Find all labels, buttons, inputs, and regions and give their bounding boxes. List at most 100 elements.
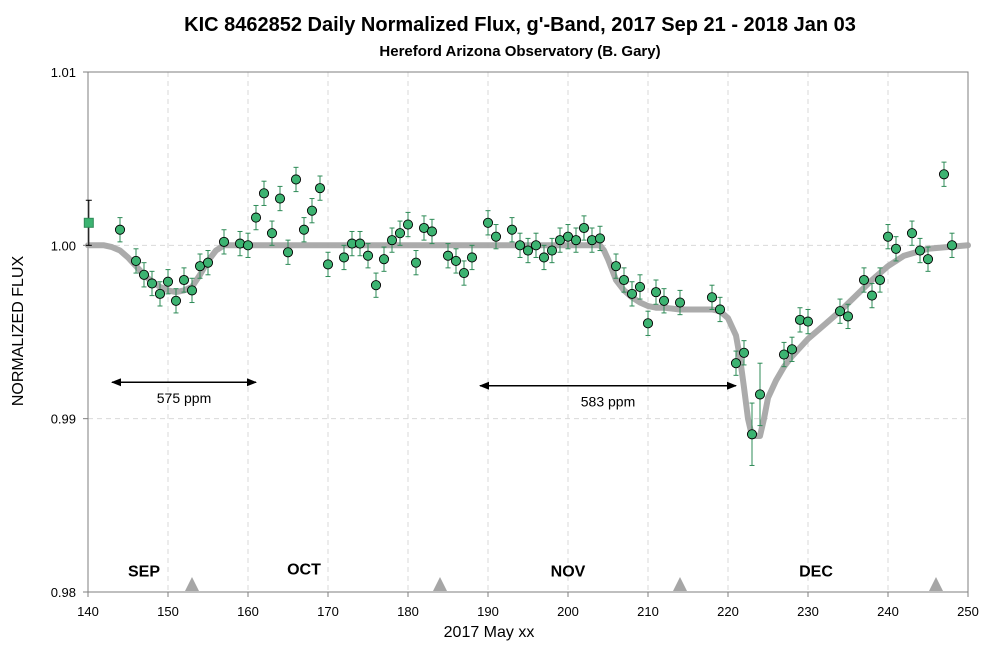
data-point	[370, 280, 382, 291]
data-point	[162, 276, 174, 287]
x-tick-label: 230	[797, 604, 819, 619]
x-tick-label: 160	[237, 604, 259, 619]
data-point	[578, 222, 590, 234]
data-point	[866, 290, 878, 301]
data-point	[458, 268, 470, 279]
data-point	[938, 169, 950, 180]
x-tick-label: 250	[957, 604, 979, 619]
data-point	[514, 240, 526, 251]
data-point	[314, 183, 326, 194]
plot-frame	[87, 71, 969, 593]
month-label: SEP	[128, 563, 160, 580]
x-tick-label: 210	[637, 604, 659, 619]
data-point	[610, 261, 622, 272]
month-label: DEC	[799, 563, 833, 580]
chart-title: KIC 8462852 Daily Normalized Flux, g'-Ba…	[184, 14, 856, 36]
data-point	[274, 193, 286, 204]
data-point	[130, 255, 142, 266]
month-boundary-triangle	[929, 577, 943, 591]
data-point	[298, 224, 310, 235]
y-tick-label: 0.99	[51, 412, 76, 427]
data-point	[746, 429, 758, 440]
reference-point	[83, 217, 94, 228]
axes: 140 150 160 170 180 190 200 210 220 230 240 250 0.98…	[51, 65, 979, 619]
data-point	[658, 295, 670, 306]
data-point	[882, 231, 894, 242]
data-point	[946, 240, 958, 251]
data-point	[290, 174, 302, 185]
data-point	[786, 344, 798, 355]
y-tick-label: 1.01	[51, 65, 76, 80]
data-point	[490, 231, 502, 242]
data-point	[858, 274, 870, 286]
data-point	[538, 252, 550, 263]
data-point	[338, 252, 350, 263]
model-curve	[85, 242, 971, 439]
x-tick-label: 140	[77, 604, 99, 619]
data-point	[250, 212, 262, 223]
data-point	[202, 257, 214, 268]
data-point	[322, 259, 334, 270]
x-tick-label: 240	[877, 604, 899, 619]
data-point	[442, 250, 454, 261]
data-point	[362, 250, 374, 261]
data-point	[114, 224, 126, 235]
data-point	[170, 295, 182, 306]
y-tick-label: 0.98	[51, 585, 76, 600]
x-tick-label: 200	[557, 604, 579, 619]
annotation-label: 583 ppm	[581, 393, 635, 409]
data-point	[546, 245, 558, 256]
data-point	[242, 240, 254, 251]
data-point	[874, 274, 886, 286]
x-tick-label: 190	[477, 604, 499, 619]
annotation-label: 575 ppm	[157, 390, 211, 406]
data-point	[914, 245, 926, 256]
data-point	[754, 389, 766, 400]
month-label: OCT	[287, 562, 321, 579]
x-tick-label: 170	[317, 604, 339, 619]
data-point	[450, 255, 462, 266]
data-point	[922, 254, 934, 265]
data-point	[626, 288, 638, 299]
data-point	[306, 205, 318, 216]
data-point	[594, 233, 606, 244]
data-point	[258, 188, 270, 199]
y-axis-label: NORMALIZED FLUX	[10, 256, 27, 407]
data-point	[802, 316, 814, 327]
data-point	[890, 243, 902, 254]
data-point	[522, 245, 534, 256]
data-point	[218, 236, 230, 247]
data-point	[426, 226, 438, 237]
month-markers-group: SEP OCT NOV DEC	[128, 562, 943, 591]
data-point	[402, 219, 414, 230]
data-point	[530, 240, 542, 251]
x-axis-label: 2017 May xx	[444, 624, 535, 641]
x-tick-label: 150	[157, 604, 179, 619]
data-point	[282, 247, 294, 258]
data-point	[394, 228, 406, 239]
month-boundary-triangle	[433, 577, 447, 591]
data-point	[634, 281, 646, 292]
data-point	[738, 347, 750, 358]
data-point	[618, 274, 630, 286]
data-point	[674, 297, 686, 308]
data-point	[906, 228, 918, 239]
data-point	[466, 252, 478, 263]
data-point	[410, 257, 422, 268]
data-point	[386, 235, 398, 246]
data-point	[842, 311, 854, 322]
data-point	[378, 254, 390, 265]
gridlines	[88, 72, 968, 592]
data-point	[778, 349, 790, 360]
data-point	[706, 292, 718, 303]
data-point	[834, 306, 846, 317]
x-tick-label: 220	[717, 604, 739, 619]
data-point	[146, 278, 158, 289]
data-points-group	[83, 161, 958, 466]
data-point	[730, 358, 742, 369]
data-point	[650, 287, 662, 298]
data-point	[186, 285, 198, 296]
annotations-group: 575 ppm 583 ppm	[111, 378, 737, 409]
x-tick-label: 180	[397, 604, 419, 619]
data-point	[178, 274, 190, 286]
